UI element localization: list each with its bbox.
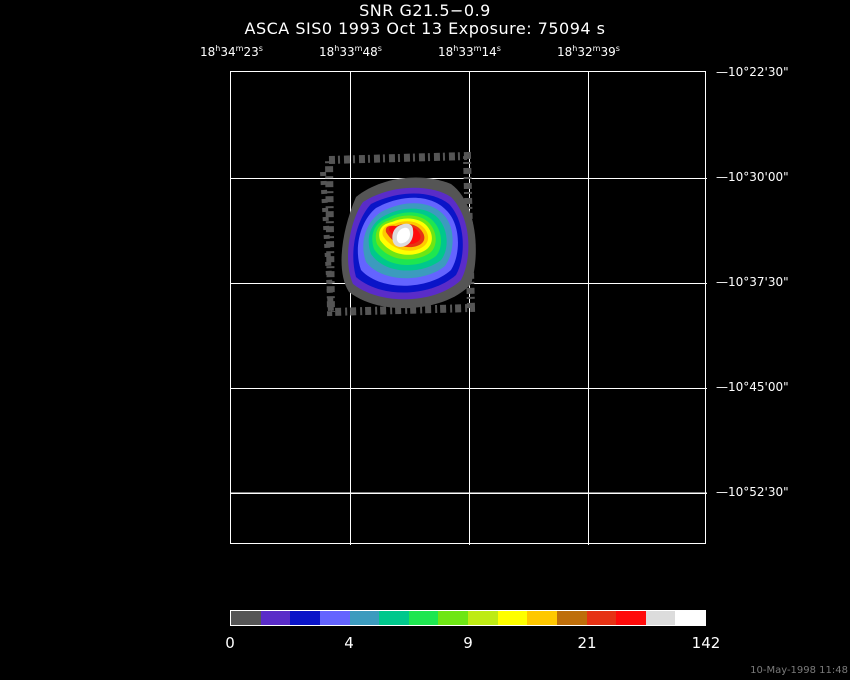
colorbar-label: 21	[577, 634, 597, 652]
dec-tick-2: —10°30'00"	[716, 170, 789, 184]
colorbar-swatch	[349, 611, 380, 625]
colorbar-swatch	[468, 611, 498, 625]
colorbar-swatch	[319, 611, 350, 625]
sky-image-panel[interactable]	[230, 71, 707, 545]
colorbar-swatch	[438, 611, 468, 625]
ra-tick-1: 18h34m23s	[200, 44, 263, 59]
colorbar-swatch	[586, 611, 617, 625]
ra-tick-3: 18h33m14s	[438, 44, 501, 59]
dec-tick-4: —10°45'00"	[716, 380, 789, 394]
colorbar-swatch	[408, 611, 439, 625]
colorbar-swatch	[231, 611, 261, 625]
colorbar-label: 9	[463, 634, 473, 652]
dec-tick-5: —10°52'30"	[716, 485, 789, 499]
observation-info: ASCA SIS0 1993 Oct 13 Exposure: 75094 s	[244, 19, 606, 38]
timestamp: 10-May-1998 11:48	[750, 665, 848, 676]
colorbar-swatch	[675, 611, 705, 625]
colorbar-swatch	[290, 611, 320, 625]
colorbar-swatch	[260, 611, 291, 625]
colorbar-swatch	[527, 611, 557, 625]
ra-tick-2: 18h33m48s	[319, 44, 382, 59]
dec-tick-1: —10°22'30"	[716, 65, 789, 79]
colorbar-label: 4	[344, 634, 354, 652]
coordinate-grid	[231, 72, 707, 545]
colorbar-swatch	[497, 611, 528, 625]
emission-source	[320, 151, 476, 317]
xray-image	[231, 72, 707, 545]
ra-tick-4: 18h32m39s	[557, 44, 620, 59]
colorbar-swatch	[616, 611, 646, 625]
colorbar-swatch	[645, 611, 676, 625]
colorbar-swatch	[556, 611, 587, 625]
colorbar-label-min: 0	[225, 634, 235, 652]
colorbar-label-max: 142	[691, 634, 721, 652]
colorbar-swatch	[379, 611, 409, 625]
dec-tick-3: —10°37'30"	[716, 275, 789, 289]
image-title: SNR G21.5−0.9	[359, 1, 491, 20]
colorbar	[230, 610, 706, 626]
